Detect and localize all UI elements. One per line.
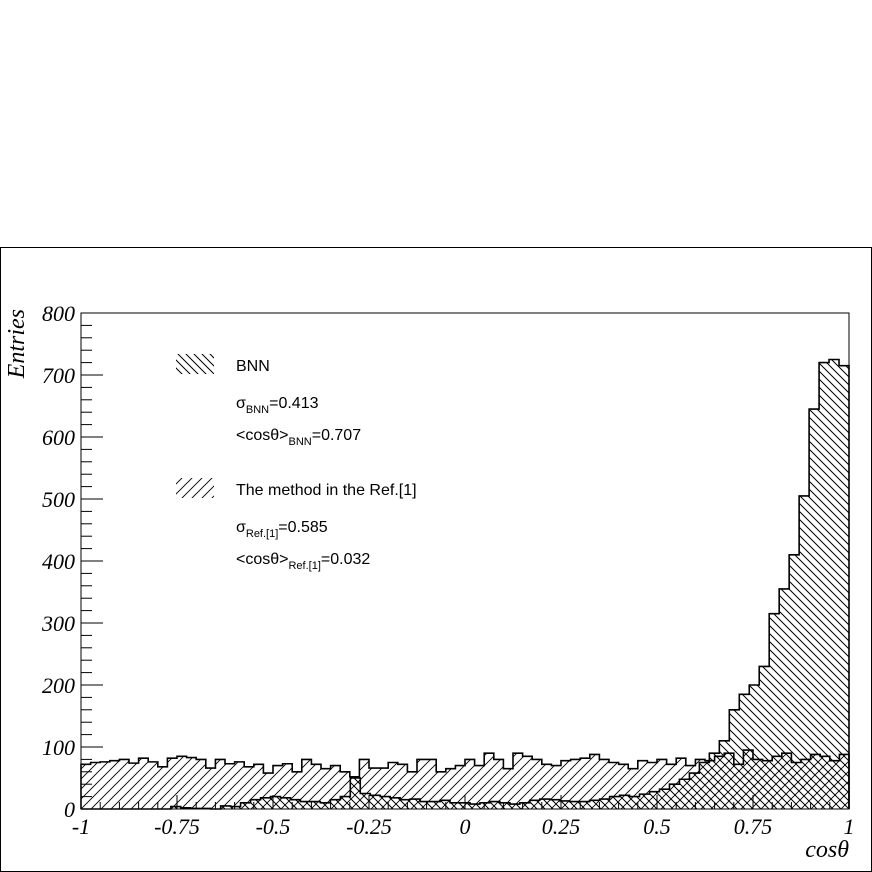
legend-swatch-0 [176, 354, 214, 374]
legend-stat-1-0: σRef.[1]=0.585 [236, 519, 328, 540]
y-tick-label: 800 [42, 301, 75, 326]
stat-symbol: σ [236, 395, 246, 412]
stat-value: =0.585 [278, 519, 327, 536]
x-axis-title: cosθ [805, 837, 849, 863]
y-tick-label: 400 [42, 549, 75, 574]
x-tick-label: 1 [844, 814, 855, 839]
stat-symbol: <cosθ> [236, 427, 288, 444]
x-tick-label: -0.5 [256, 814, 291, 839]
stat-value: =0.413 [269, 395, 318, 412]
y-tick-label: 700 [42, 363, 75, 388]
stat-symbol: σ [236, 519, 246, 536]
x-tick-label: 0.5 [643, 814, 671, 839]
legend-label-1: The method in the Ref.[1] [236, 482, 417, 499]
legend-swatch-1 [176, 478, 214, 498]
series-fill-1 [81, 750, 849, 809]
series-outline-1 [80, 749, 850, 809]
stat-value: =0.707 [312, 427, 361, 444]
legend-label-0: BNN [236, 358, 270, 375]
legend-stat-1-1: <cosθ>Ref.[1]=0.032 [236, 551, 370, 572]
y-tick-label: 0 [64, 797, 75, 822]
x-tick-label: -0.25 [346, 814, 392, 839]
y-tick-label: 600 [42, 425, 75, 450]
stat-subscript: Ref.[1] [246, 528, 278, 540]
x-tick-label: 0.25 [542, 814, 581, 839]
legend-stat-0-1: <cosθ>BNN=0.707 [236, 427, 361, 448]
x-tick-label: 0.75 [734, 814, 773, 839]
legend-stat-0-0: σBNN=0.413 [236, 395, 319, 416]
series-fill-0 [81, 359, 849, 809]
stat-subscript: BNN [288, 436, 311, 448]
y-axis-title: Entries [4, 309, 30, 379]
x-tick-label: 0 [460, 814, 471, 839]
x-tick-label: -0.75 [154, 814, 200, 839]
stat-subscript: Ref.[1] [288, 560, 320, 572]
y-tick-label: 500 [42, 487, 75, 512]
stat-value: =0.032 [321, 551, 370, 568]
stat-subscript: BNN [246, 404, 269, 416]
stat-symbol: <cosθ> [236, 551, 288, 568]
x-tick-label: -1 [72, 814, 90, 839]
y-tick-label: 100 [42, 735, 75, 760]
y-tick-label: 200 [42, 673, 75, 698]
y-tick-label: 300 [41, 611, 75, 636]
